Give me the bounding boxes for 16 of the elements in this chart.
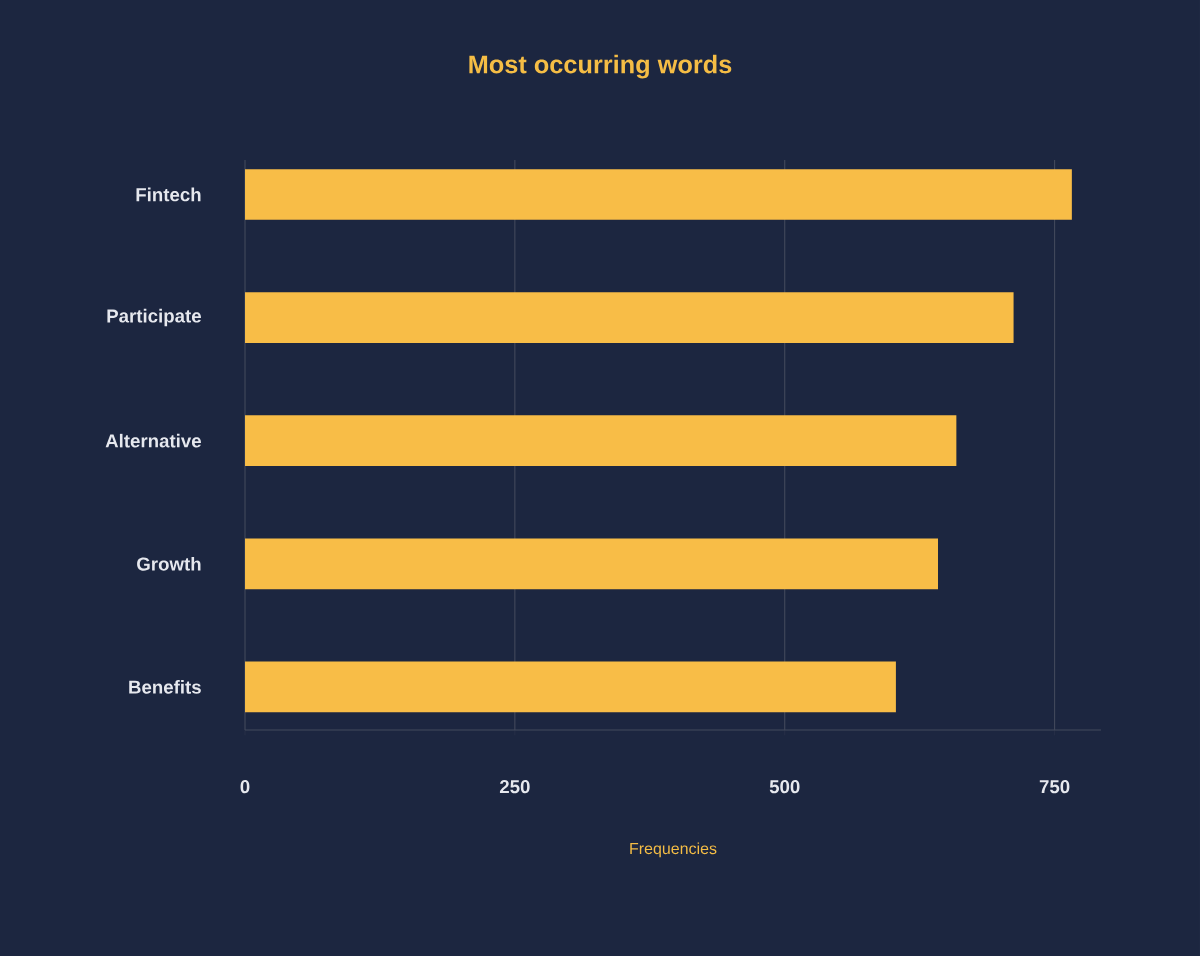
x-axis-title: Frequencies	[630, 842, 717, 858]
bar	[245, 661, 896, 713]
x-tick-label: 500	[769, 780, 800, 794]
y-tick-label: Alternative	[105, 433, 201, 448]
y-tick-label: Participate	[107, 308, 201, 327]
x-tick-label: 250	[499, 780, 530, 794]
bar	[245, 292, 1014, 343]
bar	[245, 538, 939, 590]
x-tick-label: 0	[240, 780, 250, 794]
y-tick-label: Fintech	[136, 187, 201, 202]
chart-title: Most occurring words	[469, 54, 732, 79]
x-tick-label: 750	[1039, 780, 1070, 794]
y-tick-label: Growth	[137, 556, 201, 571]
bar	[245, 169, 1072, 220]
bar	[245, 415, 957, 467]
y-tick-label: Benefits	[129, 680, 201, 694]
